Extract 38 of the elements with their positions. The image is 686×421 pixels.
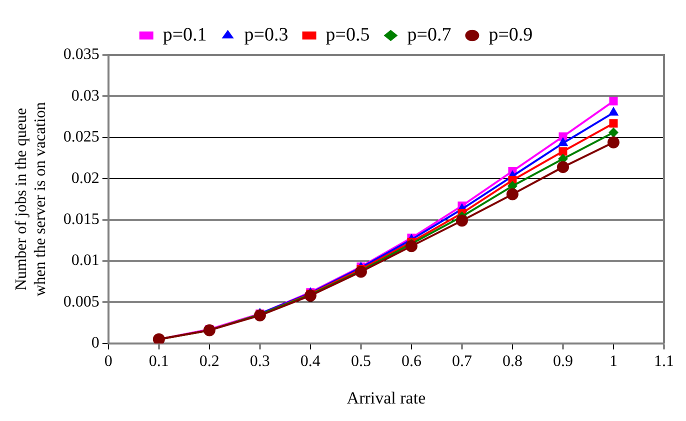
x-tick-label: 0.2 xyxy=(199,353,220,370)
x-axis-title: Arrival rate xyxy=(346,388,426,408)
y-tick-label: 0.01 xyxy=(71,252,100,270)
x-tick-label: 0.6 xyxy=(401,353,422,370)
y-tick-label: 0.025 xyxy=(63,128,100,146)
x-tick-label: 0 xyxy=(104,353,112,370)
point xyxy=(405,240,418,252)
point xyxy=(558,147,568,156)
point xyxy=(609,119,618,128)
y-tick-label: 0.03 xyxy=(71,87,100,104)
x-tick-label: 1.1 xyxy=(654,353,674,370)
legend-label: p=0.1 xyxy=(162,24,207,46)
point xyxy=(506,188,518,200)
legend-label: p=0.7 xyxy=(407,24,452,46)
y-tick-label: 0.015 xyxy=(63,211,100,228)
x-tick-label: 0.1 xyxy=(148,353,169,370)
y-tick-label: 0.005 xyxy=(63,293,100,310)
y-tick-label: 0.035 xyxy=(63,46,100,64)
legend-label: p=0.3 xyxy=(244,24,288,46)
point xyxy=(456,214,468,227)
point xyxy=(609,96,618,106)
x-tick-label: 0.3 xyxy=(250,353,270,370)
x-tick-label: 0.7 xyxy=(452,353,472,370)
y-tick-label: 0.02 xyxy=(71,170,100,187)
point xyxy=(558,137,568,146)
x-tick-label: 0.9 xyxy=(552,353,573,370)
legend-label: p=0.5 xyxy=(326,24,370,46)
y-axis-title: Number of jobs in the queue when the server is on vacation xyxy=(12,102,50,296)
point xyxy=(608,106,619,116)
point xyxy=(556,161,569,174)
y-tick-label: 0 xyxy=(91,334,100,352)
point xyxy=(608,127,618,138)
x-tick-label: 0.4 xyxy=(300,353,320,370)
x-tick-label: 1 xyxy=(609,353,618,370)
x-tick-label: 0.5 xyxy=(350,353,371,370)
legend-label: p=0.9 xyxy=(488,24,533,46)
point xyxy=(607,136,620,148)
x-tick-label: 0.8 xyxy=(502,353,522,370)
